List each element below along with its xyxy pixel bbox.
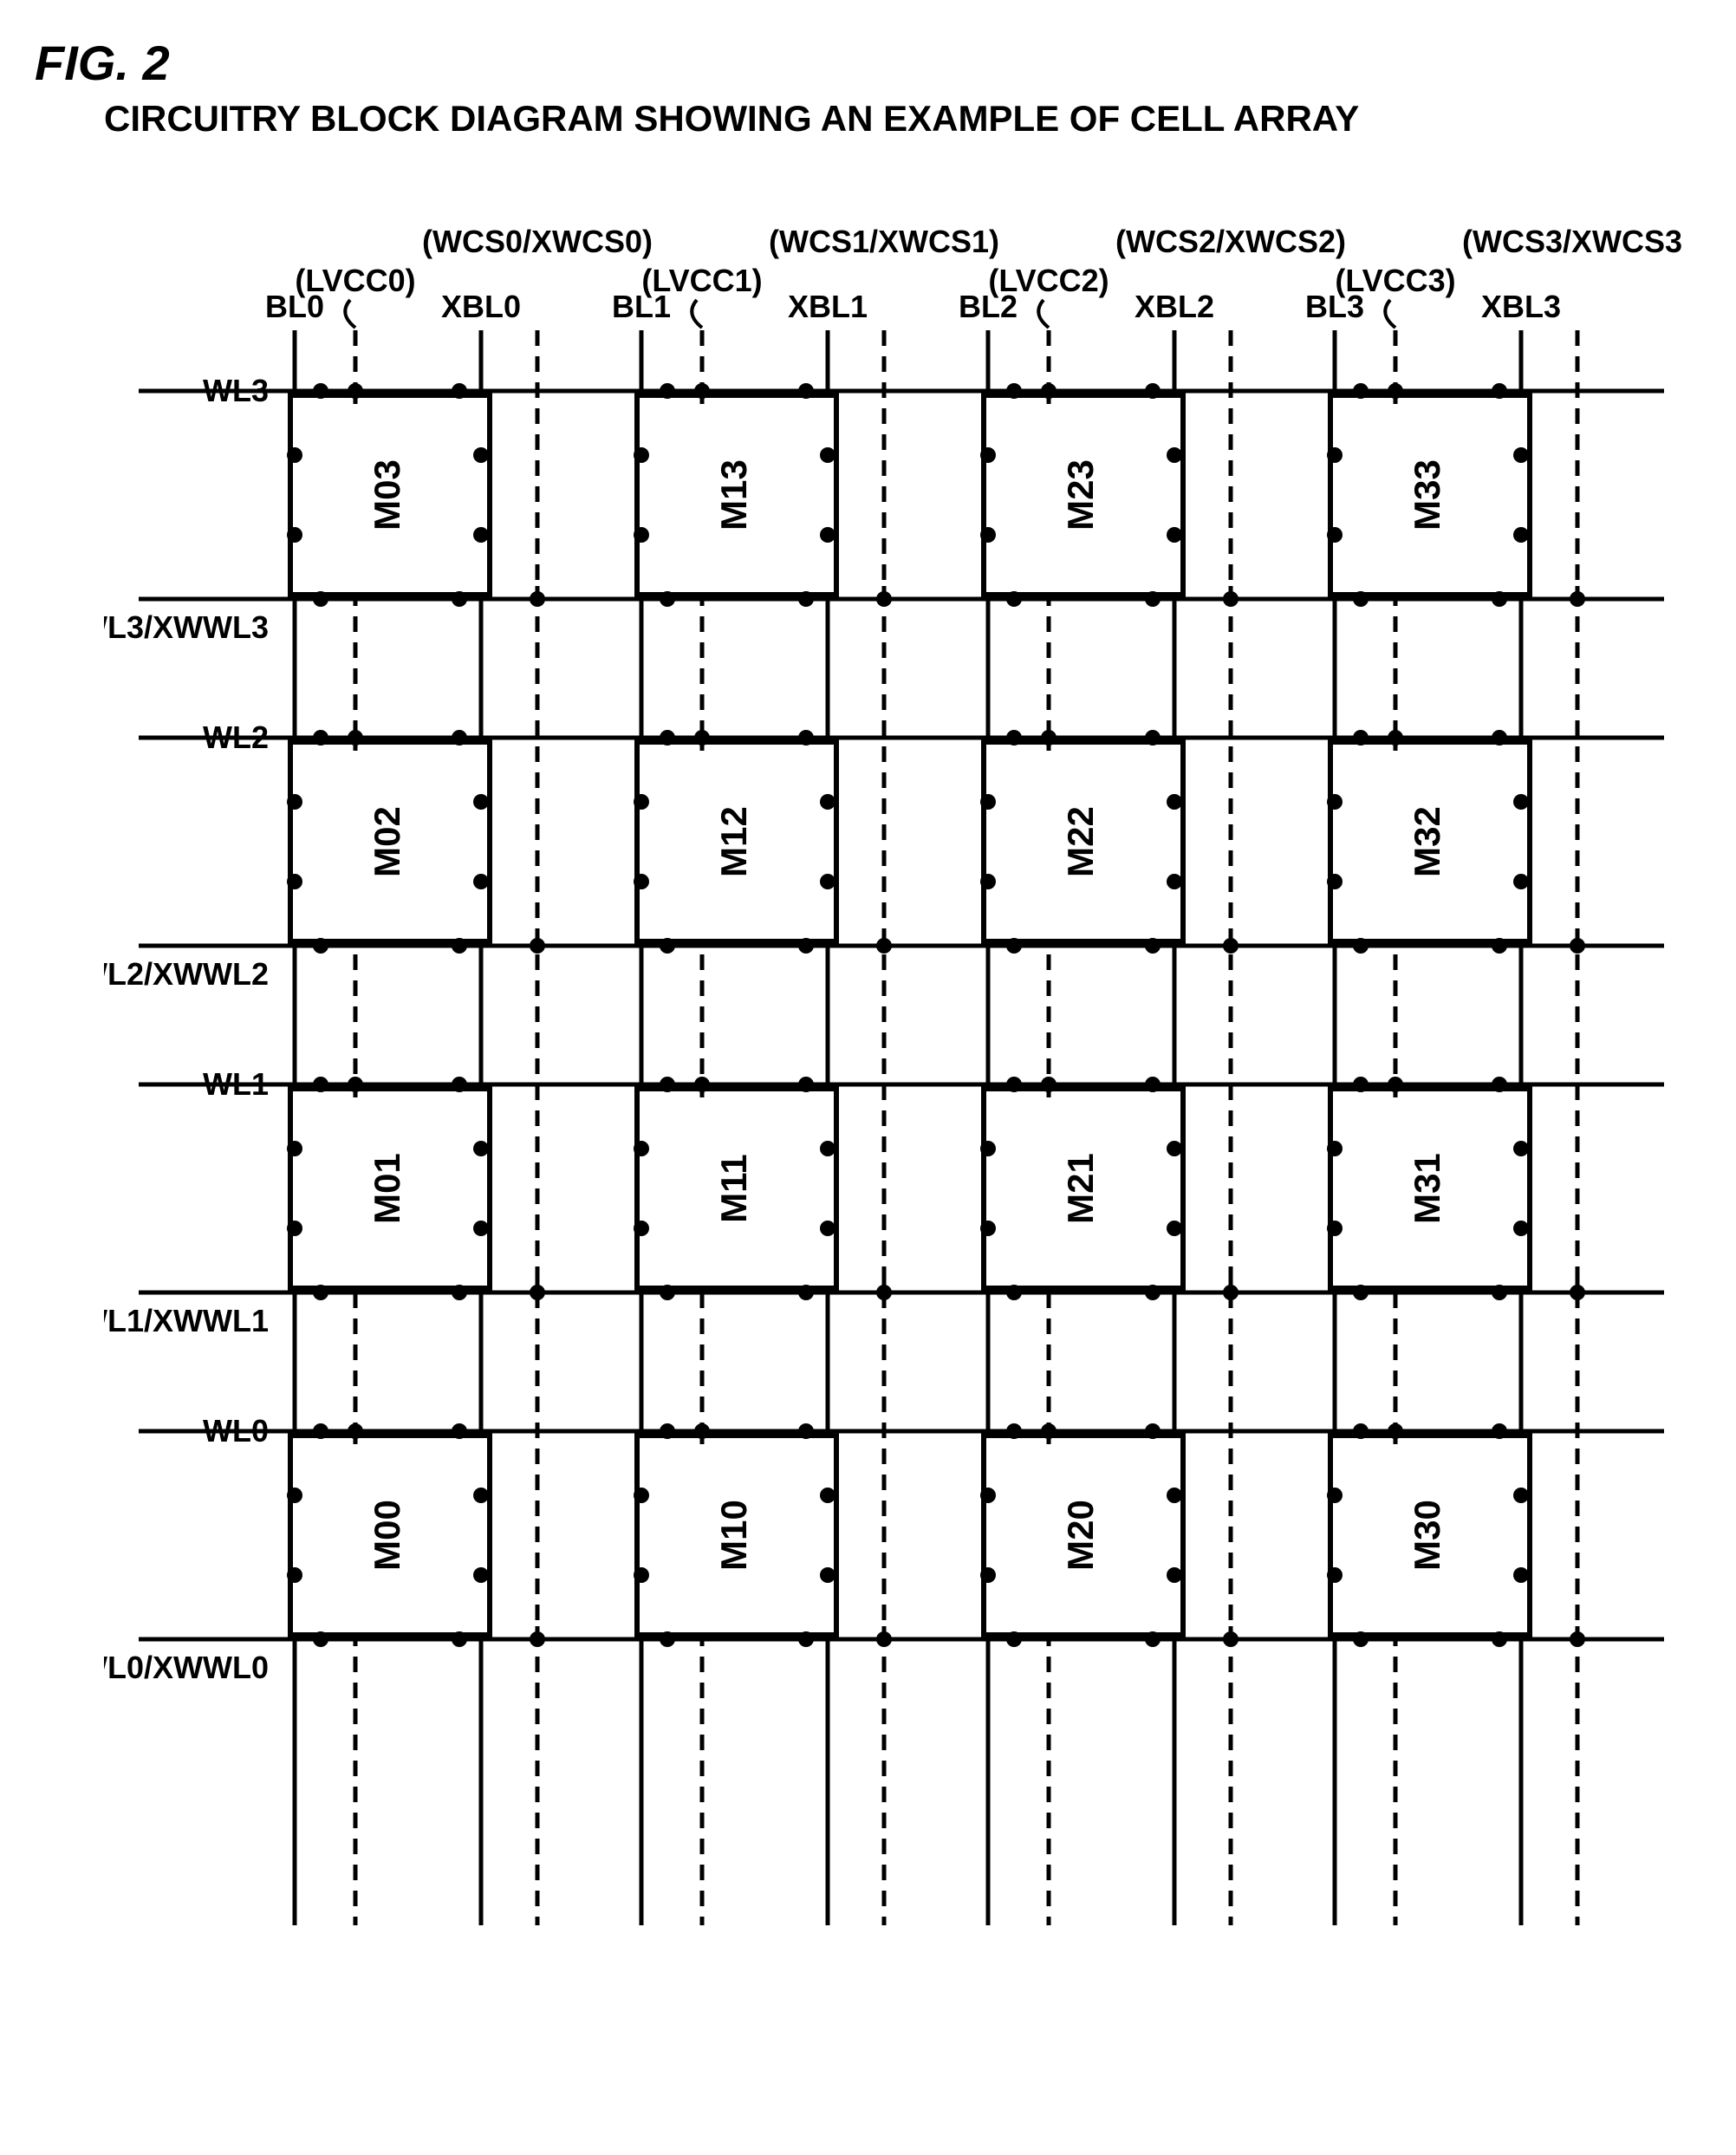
- wcs-label: (WCS0/XWCS0): [422, 224, 653, 259]
- cell-array-diagram: BL0(LVCC0)XBL0(WCS0/XWCS0)BL1(LVCC1)XBL1…: [104, 209, 1701, 1943]
- wl-label: WL3: [203, 373, 269, 408]
- cell-label: M13: [713, 459, 754, 531]
- cell-label: M23: [1060, 459, 1101, 531]
- figure-title: CIRCUITRY BLOCK DIAGRAM SHOWING AN EXAMP…: [104, 98, 1701, 140]
- cell-label: M03: [367, 459, 407, 531]
- lvcc-label: (LVCC2): [988, 263, 1109, 298]
- cell-label: M11: [713, 1154, 754, 1222]
- wcs-label: (WCS3/XWCS3): [1462, 224, 1681, 259]
- cell-label: M30: [1407, 1500, 1447, 1571]
- xbl-label: XBL3: [1481, 289, 1561, 324]
- xbl-label: XBL0: [441, 289, 521, 324]
- wwl-label: WWL1/XWWL1: [104, 1303, 269, 1338]
- wl-label: WL0: [203, 1413, 269, 1449]
- xbl-label: XBL1: [788, 289, 868, 324]
- xbl-label: XBL2: [1135, 289, 1214, 324]
- lvcc-label: (LVCC0): [295, 263, 415, 298]
- cell-label: M32: [1407, 806, 1447, 877]
- lvcc-label: (LVCC1): [641, 263, 762, 298]
- wl-label: WL2: [203, 719, 269, 755]
- wwl-label: WWL2/XWWL2: [104, 956, 269, 992]
- wl-label: WL1: [203, 1066, 269, 1102]
- wwl-label: WWL3/XWWL3: [104, 609, 269, 645]
- cell-label: M00: [367, 1500, 407, 1571]
- wwl-label: WWL0/XWWL0: [104, 1650, 269, 1685]
- lvcc-label: (LVCC3): [1335, 263, 1455, 298]
- wcs-label: (WCS2/XWCS2): [1115, 224, 1346, 259]
- cell-label: M01: [367, 1153, 407, 1224]
- cell-label: M20: [1060, 1500, 1101, 1571]
- cell-label: M02: [367, 806, 407, 877]
- figure-label: FIG. 2: [35, 35, 1701, 91]
- cell-label: M21: [1060, 1153, 1101, 1224]
- diagram-svg: BL0(LVCC0)XBL0(WCS0/XWCS0)BL1(LVCC1)XBL1…: [104, 209, 1681, 1943]
- cell-label: M33: [1407, 459, 1447, 531]
- cell-label: M12: [713, 806, 754, 877]
- wcs-label: (WCS1/XWCS1): [769, 224, 999, 259]
- cell-label: M10: [713, 1500, 754, 1571]
- cell-label: M31: [1407, 1153, 1447, 1224]
- cell-label: M22: [1060, 806, 1101, 877]
